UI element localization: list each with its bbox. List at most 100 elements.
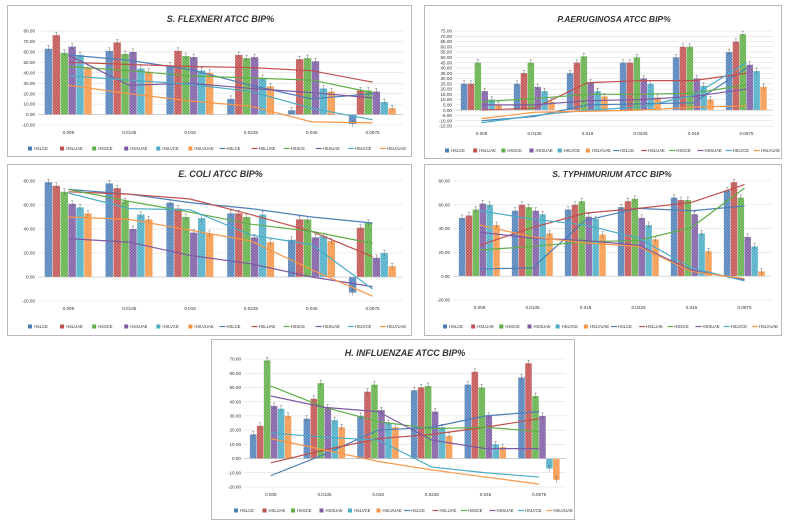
bar-hslvuae: [705, 251, 712, 277]
x-tick-label: 0.018: [184, 306, 196, 311]
bar-hslce: [44, 182, 53, 277]
y-tick-label: 5.00: [443, 102, 452, 107]
legend-label: HSSCE: [291, 146, 306, 151]
legend-label: HSSUAE: [703, 324, 720, 329]
line-hslce: [479, 205, 745, 270]
bar-hslvce: [647, 83, 654, 111]
bar-hslvce: [137, 68, 145, 115]
legend-label: HSSUAE: [323, 146, 340, 151]
bar-hsluae: [295, 59, 304, 115]
chart-panel-s-typhimurium: S. TYPHIMURIUM ATCC BIP% -20.00 0.00 20.00 4…: [424, 164, 782, 336]
bar-hslvce: [751, 246, 758, 277]
line-hssce: [270, 385, 540, 433]
bar-hslce: [227, 213, 235, 277]
bar-hsluae: [113, 188, 121, 277]
bar-hslce: [166, 202, 174, 277]
bar-hssce: [532, 395, 539, 459]
x-tick-label: 0.018: [372, 492, 384, 497]
bar-hsluae: [520, 73, 528, 111]
y-tick-label: -10.00: [22, 123, 35, 128]
line-hslvce: [481, 62, 747, 124]
bar-hslvuae: [493, 225, 500, 277]
line-hsluae: [68, 191, 373, 258]
legend-swatch-hsluae: [473, 148, 478, 153]
bar-hslce: [348, 114, 357, 124]
bar-hssce: [303, 219, 312, 277]
y-tick-label: 0.00: [232, 456, 241, 461]
legend-label: HSLUAE: [66, 146, 83, 151]
legend-label: HSSCE: [674, 324, 689, 329]
bar-hslvuae: [707, 99, 714, 111]
line-hssuae: [270, 395, 540, 450]
bar-hssce: [580, 56, 588, 111]
legend-label: HSLUAE: [66, 324, 83, 329]
bar-hsluae: [310, 398, 318, 459]
legend-swatch-hslvuae: [583, 324, 588, 329]
y-tick-label: 80.00: [439, 179, 451, 184]
bar-hslvuae: [388, 266, 396, 277]
bar-hslce: [460, 83, 468, 111]
bar-hsluae: [732, 41, 740, 111]
x-tick-label: 0.0225: [631, 305, 645, 310]
bar-hslvce: [331, 420, 339, 459]
bar-hssce: [527, 62, 535, 111]
bar-hssuae: [190, 57, 198, 115]
x-tick-label: 0.0675: [366, 130, 380, 135]
line-hssuae: [481, 88, 747, 106]
y-tick-label: 80.00: [24, 29, 36, 34]
y-tick-label: 60.00: [24, 49, 36, 54]
legend-swatch-hsluae: [60, 146, 65, 151]
legend-label: HSLCE: [451, 148, 465, 153]
legend-swatch-hssce: [92, 146, 97, 151]
bar-hssuae: [744, 236, 751, 277]
bar-hslvce: [76, 207, 84, 277]
bar-hssuae: [311, 237, 320, 277]
bar-hslvce: [592, 219, 599, 277]
legend-label: HSLUAE: [648, 148, 665, 153]
chart-title: H. INFLUENZAE ATCC BIP%: [345, 348, 466, 358]
x-tick-label: 0.009: [476, 131, 488, 136]
bar-hslvuae: [553, 458, 560, 480]
bar-hsluae: [174, 208, 182, 277]
line-hssce: [481, 84, 747, 103]
bar-hssuae: [372, 257, 381, 277]
bar-hslvce: [380, 253, 388, 277]
bar-hslce: [166, 65, 174, 115]
bar-hslvuae: [338, 427, 346, 459]
y-tick-label: 50.00: [230, 385, 242, 390]
bar-hssce: [478, 387, 486, 459]
bar-hslvce: [137, 214, 145, 277]
bar-hslvuae: [445, 435, 453, 459]
bar-hssuae: [693, 78, 700, 111]
legend-label: HSLVCE: [525, 508, 542, 513]
line-hssce: [479, 187, 745, 251]
bar-hslce: [518, 377, 525, 459]
x-tick-label: 0.0675: [366, 306, 380, 311]
legend-label: HSLVUAE: [592, 148, 611, 153]
bar-hslvuae: [652, 239, 659, 277]
legend-label: HSLUAE: [269, 508, 286, 513]
legend-label: HSLVCE: [355, 324, 372, 329]
bar-hssuae: [270, 405, 278, 459]
bar-hslvuae: [205, 72, 214, 115]
y-tick-label: -20.00: [437, 298, 450, 303]
legend-label: HSSUAE: [705, 148, 722, 153]
x-tick-label: 0.0675: [739, 131, 753, 136]
bar-hslvce: [698, 233, 705, 277]
y-tick-label: 30.00: [230, 413, 242, 418]
y-tick-label: 55.00: [441, 50, 453, 55]
bar-hslvce: [319, 236, 328, 277]
chart-svg-s-typhimurium: S. TYPHIMURIUM ATCC BIP% -20.00 0.00 20.00 4…: [437, 169, 778, 329]
bar-hslce: [672, 57, 680, 111]
legend-label: HSLUAE: [440, 508, 457, 513]
bar-hssuae: [431, 411, 439, 459]
y-tick-label: 50.00: [24, 60, 36, 65]
bar-hslce: [723, 190, 731, 277]
y-tick-label: 25.00: [441, 81, 453, 86]
x-tick-label: 0.045: [306, 306, 318, 311]
x-tick-label: 0.0225: [244, 306, 258, 311]
legend-label: HSLCE: [34, 324, 48, 329]
bar-hsluae: [730, 182, 738, 277]
bar-hslce: [288, 239, 296, 277]
y-tick-label: 70.00: [230, 357, 242, 362]
